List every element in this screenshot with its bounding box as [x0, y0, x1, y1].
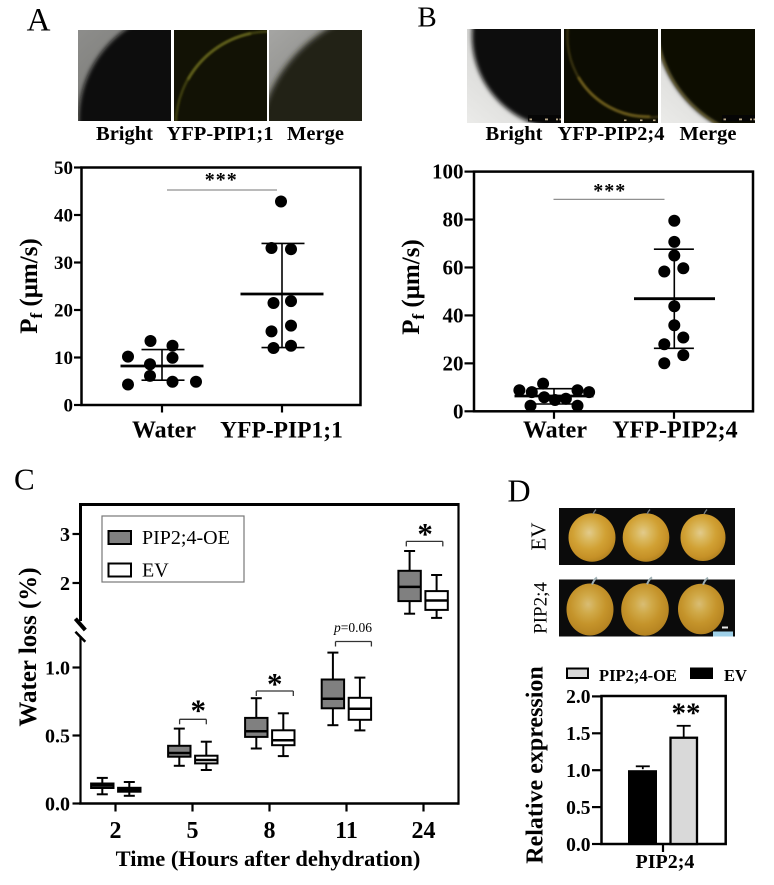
svg-text:Pf (μm/s): Pf (μm/s) [398, 239, 428, 335]
svg-text:100: 100 [432, 160, 464, 184]
svg-text:YFP-PIP2;4: YFP-PIP2;4 [612, 418, 737, 444]
svg-text:EV: EV [526, 523, 550, 551]
svg-text:YFP-PIP2;4: YFP-PIP2;4 [557, 123, 664, 145]
svg-text:0.0: 0.0 [566, 835, 590, 856]
svg-text:Bright: Bright [96, 123, 153, 145]
svg-text:EV: EV [142, 560, 169, 582]
svg-text:0: 0 [64, 395, 74, 416]
svg-text:Water loss (%): Water loss (%) [15, 567, 42, 726]
svg-text:50: 50 [54, 158, 73, 179]
svg-text:30: 30 [54, 253, 73, 274]
svg-text:Merge: Merge [287, 123, 344, 145]
svg-text:**: ** [672, 698, 701, 730]
svg-text:3: 3 [60, 524, 70, 546]
svg-text:0.5: 0.5 [566, 798, 591, 819]
svg-text:Water: Water [132, 418, 196, 444]
svg-text:40: 40 [54, 205, 73, 226]
svg-text:10: 10 [54, 348, 73, 369]
svg-text:Relative expression: Relative expression [523, 666, 549, 864]
svg-text:YFP-PIP1;1: YFP-PIP1;1 [220, 418, 343, 444]
svg-text:Merge: Merge [680, 123, 737, 145]
svg-text:1.0: 1.0 [566, 761, 590, 782]
svg-text:C: C [14, 461, 35, 496]
svg-text:40: 40 [443, 303, 464, 327]
svg-text:Pf (μm/s): Pf (μm/s) [16, 238, 46, 334]
svg-text:Water: Water [523, 418, 587, 444]
svg-text:2.0: 2.0 [566, 687, 590, 708]
svg-text:*: * [190, 693, 206, 728]
svg-text:A: A [27, 3, 51, 39]
svg-text:2: 2 [110, 818, 122, 844]
svg-text:80: 80 [443, 208, 464, 232]
svg-text:YFP-PIP1;1: YFP-PIP1;1 [166, 123, 273, 145]
svg-text:0.0: 0.0 [45, 793, 70, 815]
svg-text:1.5: 1.5 [566, 724, 591, 745]
svg-text:*: * [267, 666, 283, 701]
svg-text:Bright: Bright [486, 123, 543, 145]
svg-text:EV: EV [724, 666, 747, 685]
svg-text:1.0: 1.0 [45, 657, 70, 679]
svg-text:24: 24 [412, 818, 436, 844]
svg-text:20: 20 [54, 300, 73, 321]
svg-text:11: 11 [335, 818, 358, 844]
svg-text:PIP2;4: PIP2;4 [531, 582, 552, 634]
svg-text:*: * [417, 516, 433, 551]
svg-text:60: 60 [443, 255, 464, 279]
svg-text:B: B [417, 1, 436, 33]
svg-text:PIP2;4-OE: PIP2;4-OE [599, 666, 677, 685]
svg-text:D: D [507, 473, 530, 509]
svg-text:PIP2;4: PIP2;4 [636, 851, 695, 873]
svg-text:PIP2;4-OE: PIP2;4-OE [142, 527, 230, 549]
svg-text:2: 2 [60, 573, 70, 595]
svg-text:0: 0 [453, 399, 464, 423]
svg-text:20: 20 [443, 351, 464, 375]
svg-text:5: 5 [187, 818, 199, 844]
svg-text:Time (Hours after dehydration): Time (Hours after dehydration) [116, 846, 421, 871]
svg-text:8: 8 [264, 818, 276, 844]
svg-text:0.5: 0.5 [45, 725, 70, 747]
svg-text:***: *** [593, 180, 626, 202]
svg-text:***: *** [205, 169, 238, 191]
svg-text:p=0.06: p=0.06 [333, 620, 372, 635]
